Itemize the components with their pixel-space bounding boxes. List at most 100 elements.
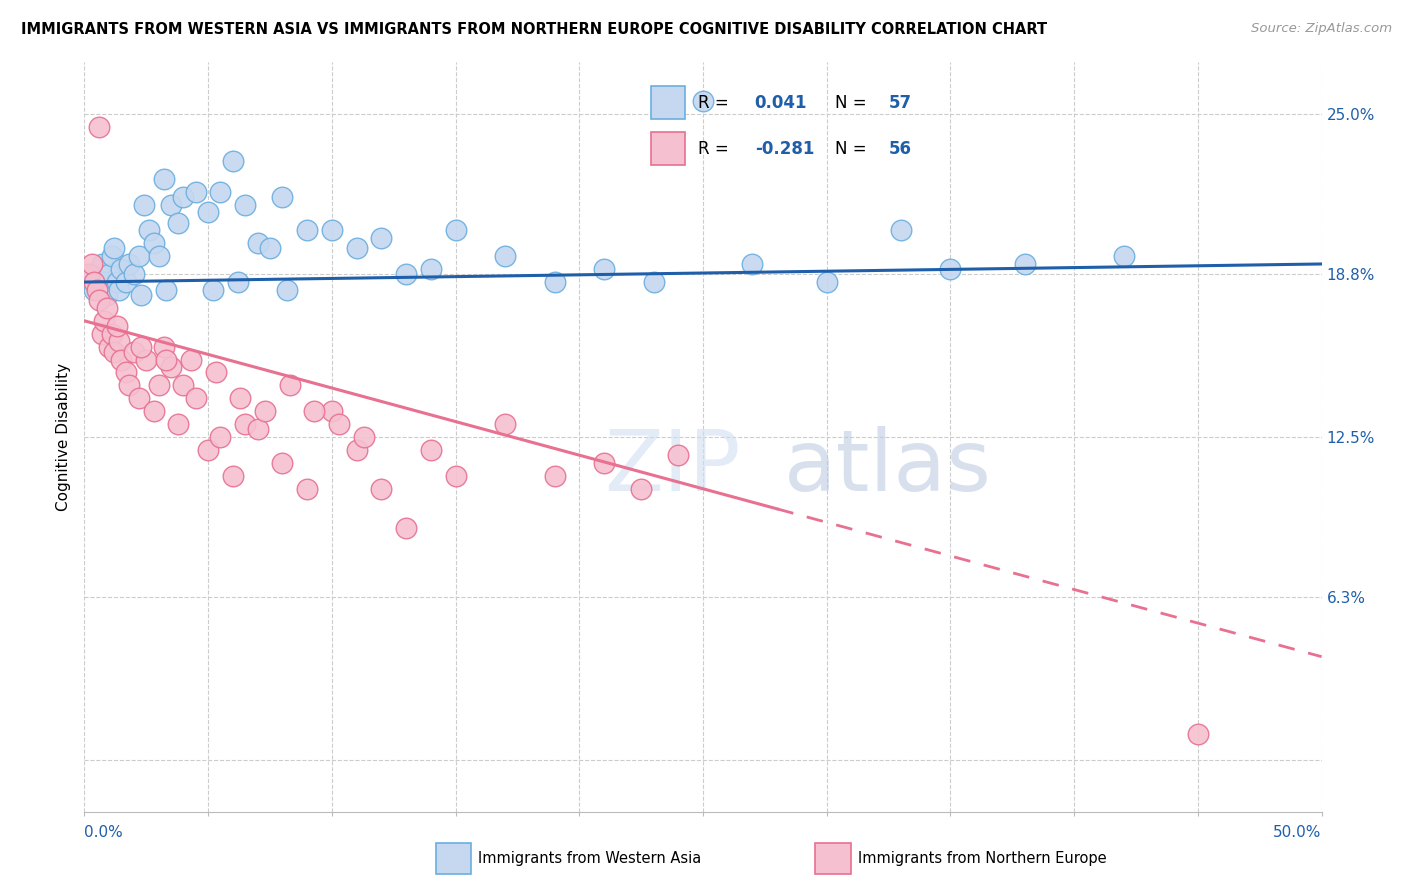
Point	[370, 231, 392, 245]
Point	[80, 257, 103, 271]
Point	[155, 283, 177, 297]
Point	[122, 344, 145, 359]
Point	[155, 352, 177, 367]
Point	[110, 262, 132, 277]
Point	[1014, 257, 1036, 271]
Point	[184, 392, 207, 406]
Point	[295, 223, 318, 237]
Point	[419, 442, 441, 457]
Point	[89, 293, 111, 307]
Point	[80, 268, 103, 282]
Point	[1112, 249, 1135, 263]
Point	[128, 392, 150, 406]
Point	[152, 171, 174, 186]
Point	[271, 456, 294, 470]
Point	[741, 257, 763, 271]
Point	[890, 223, 912, 237]
Point	[115, 275, 138, 289]
Point	[90, 326, 112, 341]
Point	[110, 352, 132, 367]
Point	[259, 242, 281, 256]
Point	[233, 197, 256, 211]
Point	[129, 288, 152, 302]
Point	[79, 275, 101, 289]
Text: Immigrants from Northern Europe: Immigrants from Northern Europe	[858, 852, 1107, 866]
Text: Source: ZipAtlas.com: Source: ZipAtlas.com	[1251, 22, 1392, 36]
Point	[370, 482, 392, 496]
Point	[90, 257, 112, 271]
Point	[246, 422, 269, 436]
Point	[152, 340, 174, 354]
Point	[202, 283, 225, 297]
Point	[321, 404, 343, 418]
Point	[115, 366, 138, 380]
Point	[197, 442, 219, 457]
Point	[815, 275, 838, 289]
Point	[233, 417, 256, 432]
Text: 50.0%: 50.0%	[1274, 824, 1322, 839]
Point	[89, 268, 111, 282]
Point	[444, 223, 467, 237]
Point	[395, 520, 418, 534]
Point	[118, 378, 141, 392]
Point	[160, 197, 183, 211]
Point	[103, 242, 125, 256]
Point	[86, 275, 108, 289]
Point	[666, 448, 689, 462]
Point	[89, 120, 111, 134]
Point	[543, 468, 565, 483]
Point	[100, 326, 122, 341]
Point	[160, 360, 183, 375]
Point	[105, 275, 128, 289]
Point	[246, 236, 269, 251]
Point	[108, 334, 131, 349]
Point	[304, 404, 326, 418]
Point	[353, 430, 375, 444]
Text: Immigrants from Western Asia: Immigrants from Western Asia	[478, 852, 702, 866]
Point	[93, 275, 115, 289]
Point	[209, 185, 232, 199]
Point	[86, 283, 108, 297]
Point	[122, 268, 145, 282]
Point	[593, 262, 616, 277]
Point	[83, 275, 105, 289]
Point	[180, 352, 202, 367]
Point	[209, 430, 232, 444]
Point	[167, 216, 190, 230]
Point	[118, 257, 141, 271]
Point	[83, 283, 105, 297]
Point	[346, 442, 368, 457]
Point	[96, 288, 118, 302]
Point	[643, 275, 665, 289]
Point	[630, 482, 652, 496]
Point	[148, 378, 170, 392]
Point	[593, 456, 616, 470]
Point	[229, 392, 252, 406]
Point	[135, 352, 157, 367]
Point	[103, 344, 125, 359]
Point	[204, 366, 226, 380]
Point	[494, 417, 516, 432]
Point	[132, 197, 155, 211]
Point	[226, 275, 249, 289]
Point	[222, 468, 245, 483]
Point	[98, 340, 121, 354]
Text: ZIP: ZIP	[605, 425, 741, 508]
Point	[395, 268, 418, 282]
Point	[197, 205, 219, 219]
Point	[172, 378, 194, 392]
Point	[278, 378, 301, 392]
Point	[105, 318, 128, 333]
Point	[96, 301, 118, 315]
Point	[128, 249, 150, 263]
Point	[129, 340, 152, 354]
Point	[93, 314, 115, 328]
Point	[276, 283, 298, 297]
Point	[98, 268, 121, 282]
Point	[172, 190, 194, 204]
Point	[222, 153, 245, 168]
Point	[138, 223, 160, 237]
Point	[1187, 727, 1209, 741]
Point	[494, 249, 516, 263]
Point	[692, 94, 714, 108]
